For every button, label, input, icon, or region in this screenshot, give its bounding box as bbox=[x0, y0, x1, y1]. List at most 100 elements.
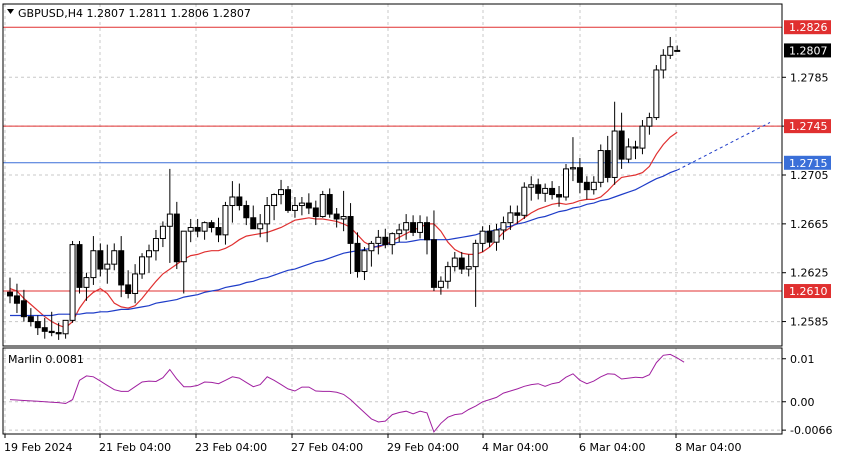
bearish-candle bbox=[285, 189, 291, 211]
bearish-candle bbox=[13, 295, 20, 304]
bullish-candle bbox=[257, 223, 264, 230]
bearish-candle bbox=[125, 284, 132, 294]
bullish-candle bbox=[500, 222, 507, 231]
bearish-candle bbox=[20, 300, 27, 318]
bearish-candle bbox=[535, 184, 542, 194]
bullish-candle bbox=[361, 250, 368, 272]
moving-average-line bbox=[10, 169, 678, 317]
price-tick-label: 1.2705 bbox=[790, 169, 829, 182]
time-tick-label: 6 Mar 04:00 bbox=[579, 441, 645, 454]
level-price-tag bbox=[784, 155, 831, 170]
bullish-candle bbox=[201, 222, 208, 232]
bullish-candle bbox=[264, 205, 271, 225]
bullish-candle bbox=[319, 194, 326, 218]
bearish-candle bbox=[7, 291, 13, 297]
candles bbox=[7, 36, 681, 340]
bullish-candle bbox=[417, 222, 424, 233]
bearish-candle bbox=[243, 205, 250, 219]
bullish-candle bbox=[389, 233, 396, 246]
bullish-candle bbox=[69, 244, 76, 321]
bearish-candle bbox=[618, 130, 625, 160]
bullish-candle bbox=[222, 205, 229, 236]
bullish-candle bbox=[111, 250, 118, 265]
bullish-candle bbox=[139, 256, 146, 275]
price-tick-label: 1.2585 bbox=[790, 316, 829, 329]
price-tick-label: 1.2625 bbox=[790, 267, 829, 280]
bearish-candle bbox=[382, 236, 389, 246]
oscillator-tick-label: -0.0066 bbox=[790, 424, 832, 437]
time-tick-label: 29 Feb 04:00 bbox=[387, 441, 459, 454]
time-tick-label: 19 Feb 2024 bbox=[4, 441, 72, 454]
bearish-candle bbox=[97, 250, 104, 270]
bearish-candle bbox=[583, 181, 590, 191]
bullish-candle bbox=[521, 186, 528, 216]
bullish-candle bbox=[90, 250, 97, 279]
bullish-candle bbox=[542, 187, 549, 194]
bullish-candle bbox=[528, 184, 535, 188]
bearish-candle bbox=[410, 222, 417, 233]
bullish-candle bbox=[271, 194, 278, 207]
bullish-candle bbox=[465, 266, 472, 270]
bullish-candle bbox=[479, 230, 486, 244]
bullish-candle bbox=[396, 229, 403, 235]
bullish-candle bbox=[611, 130, 618, 178]
bearish-candle bbox=[514, 212, 521, 216]
bearish-candle bbox=[556, 194, 563, 198]
bearish-candle bbox=[215, 227, 222, 236]
bullish-candle bbox=[597, 150, 604, 183]
bearish-candle bbox=[354, 242, 361, 272]
bullish-candle bbox=[493, 229, 500, 243]
bullish-candle bbox=[472, 242, 479, 268]
bearish-candle bbox=[486, 230, 493, 243]
bullish-candle bbox=[646, 117, 653, 127]
bullish-candle bbox=[437, 280, 444, 288]
bearish-candle bbox=[34, 321, 41, 329]
price-tick-label: 1.2665 bbox=[790, 218, 829, 231]
bullish-candle bbox=[291, 205, 298, 211]
bearish-candle bbox=[27, 316, 34, 323]
indicator-label: Marlin 0.0081 bbox=[8, 353, 84, 366]
bearish-candle bbox=[326, 194, 333, 215]
bullish-candle bbox=[278, 189, 285, 196]
time-tick-label: 8 Mar 04:00 bbox=[675, 441, 741, 454]
bullish-candle bbox=[62, 319, 69, 335]
bullish-candle bbox=[104, 263, 111, 270]
bullish-candle bbox=[403, 222, 410, 231]
bearish-candle bbox=[312, 207, 319, 218]
level-price-tag bbox=[784, 119, 831, 134]
bearish-candle bbox=[48, 330, 55, 334]
bullish-candle bbox=[639, 125, 646, 149]
bearish-candle bbox=[424, 222, 430, 241]
time-tick-label: 21 Feb 04:00 bbox=[99, 441, 171, 454]
level-price-tag-label: 1.2715 bbox=[789, 157, 828, 170]
marlin-oscillator-line bbox=[9, 353, 685, 433]
current-price-tag-label: 1.2807 bbox=[789, 44, 828, 57]
bearish-candle bbox=[333, 213, 340, 220]
bullish-candle bbox=[667, 46, 674, 56]
bearish-candle bbox=[41, 327, 48, 332]
price-axis: 1.2785 1.2745 1.2705 1.2665 1.2625 1.2585 0.01… bbox=[782, 20, 832, 437]
bullish-candle bbox=[229, 196, 236, 207]
bearish-candle bbox=[458, 257, 465, 270]
level-price-tag bbox=[784, 20, 831, 35]
oscillator-pane-frame bbox=[2, 347, 783, 435]
bearish-candle bbox=[632, 146, 639, 149]
bullish-candle bbox=[653, 69, 660, 119]
bearish-candle bbox=[305, 202, 312, 209]
bullish-candle bbox=[563, 168, 569, 198]
bearish-candle bbox=[194, 227, 201, 232]
time-tick-label: 23 Feb 04:00 bbox=[195, 441, 267, 454]
bullish-candle bbox=[674, 49, 681, 52]
bullish-candle bbox=[444, 266, 451, 282]
bearish-candle bbox=[250, 217, 257, 230]
collapse-triangle-icon[interactable] bbox=[7, 9, 14, 14]
bearish-candle bbox=[430, 239, 437, 288]
bearish-candle bbox=[347, 216, 354, 244]
oscillator-tick-label: 0.01 bbox=[790, 353, 815, 366]
bearish-candle bbox=[576, 167, 583, 183]
bullish-candle bbox=[660, 54, 667, 71]
bearish-candle bbox=[118, 250, 125, 286]
bullish-candle bbox=[375, 236, 382, 244]
time-axis: 19 Feb 2024 21 Feb 04:00 23 Feb 04:00 27 Fe… bbox=[4, 434, 741, 454]
